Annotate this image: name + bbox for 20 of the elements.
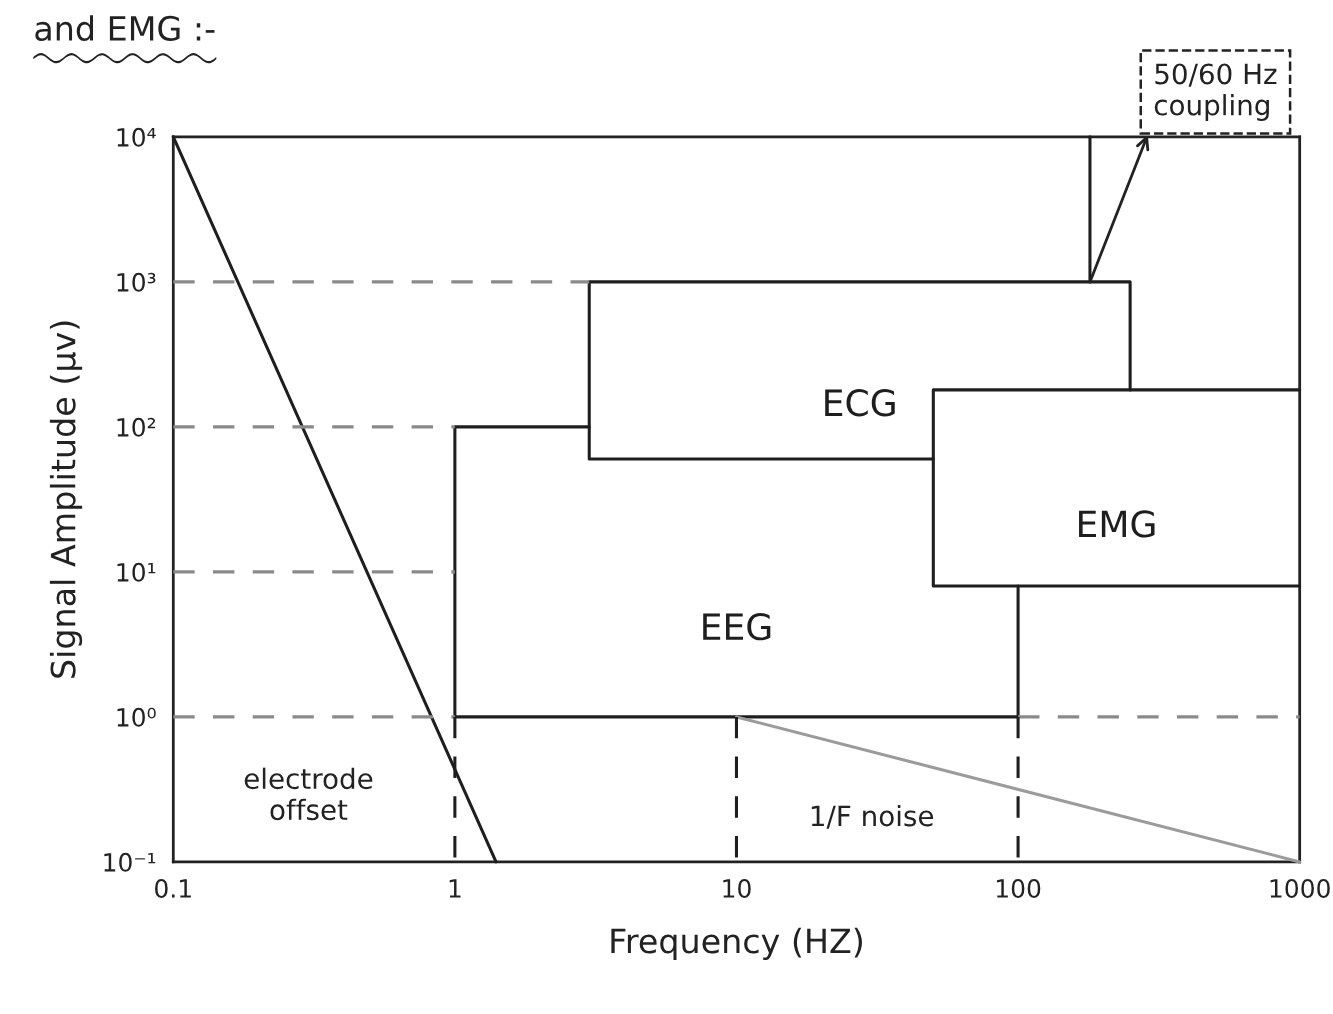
- x-axis-title: Frequency (HZ): [611, 927, 862, 961]
- y-tick-label: 10⁻¹: [104, 852, 156, 872]
- text: EEG: [703, 613, 771, 641]
- series-label: EMG: [1079, 510, 1155, 538]
- annotation: electrode offset: [244, 767, 373, 821]
- chart-title: and EMG :-: [35, 15, 215, 42]
- y-axis-title: Signal Amplitude (μv): [49, 321, 83, 678]
- x-tick-label: 10: [723, 879, 751, 898]
- y-tick-label: 10⁰: [117, 707, 156, 727]
- annotation: 1/F noise: [811, 804, 934, 829]
- series-label: ECG: [825, 389, 895, 417]
- annotation: 50/60 Hz coupling: [1154, 63, 1277, 121]
- x-tick-label: 1: [449, 879, 461, 898]
- y-tick-label: 10³: [117, 272, 156, 292]
- y-tick-label: 10¹: [117, 562, 156, 582]
- x-tick-label: 1000: [1270, 879, 1330, 898]
- x-tick-label: 100: [996, 879, 1041, 898]
- x-tick-label: 0.1: [155, 879, 191, 898]
- y-tick-label: 10²: [117, 417, 156, 437]
- y-tick-label: 10⁴: [117, 127, 156, 147]
